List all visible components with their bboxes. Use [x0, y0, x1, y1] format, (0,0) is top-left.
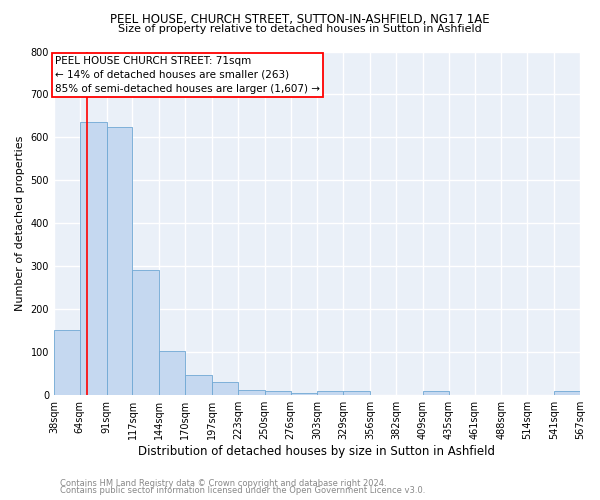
Bar — [343, 392, 370, 394]
Bar — [54, 330, 80, 394]
Text: Size of property relative to detached houses in Sutton in Ashfield: Size of property relative to detached ho… — [118, 24, 482, 34]
Text: Contains public sector information licensed under the Open Government Licence v3: Contains public sector information licen… — [60, 486, 425, 495]
Bar — [107, 126, 133, 394]
Text: PEEL HOUSE CHURCH STREET: 71sqm
← 14% of detached houses are smaller (263)
85% o: PEEL HOUSE CHURCH STREET: 71sqm ← 14% of… — [55, 56, 320, 94]
X-axis label: Distribution of detached houses by size in Sutton in Ashfield: Distribution of detached houses by size … — [139, 444, 496, 458]
Bar — [80, 122, 107, 394]
Bar — [290, 392, 317, 394]
Bar — [133, 270, 160, 394]
Bar — [160, 350, 185, 395]
Y-axis label: Number of detached properties: Number of detached properties — [15, 136, 25, 311]
Text: PEEL HOUSE, CHURCH STREET, SUTTON-IN-ASHFIELD, NG17 1AE: PEEL HOUSE, CHURCH STREET, SUTTON-IN-ASH… — [110, 12, 490, 26]
Bar — [423, 392, 449, 394]
Bar — [265, 392, 290, 394]
Bar — [554, 392, 580, 394]
Bar — [317, 392, 343, 394]
Text: Contains HM Land Registry data © Crown copyright and database right 2024.: Contains HM Land Registry data © Crown c… — [60, 478, 386, 488]
Bar — [185, 376, 212, 394]
Bar — [238, 390, 265, 394]
Bar — [212, 382, 238, 394]
